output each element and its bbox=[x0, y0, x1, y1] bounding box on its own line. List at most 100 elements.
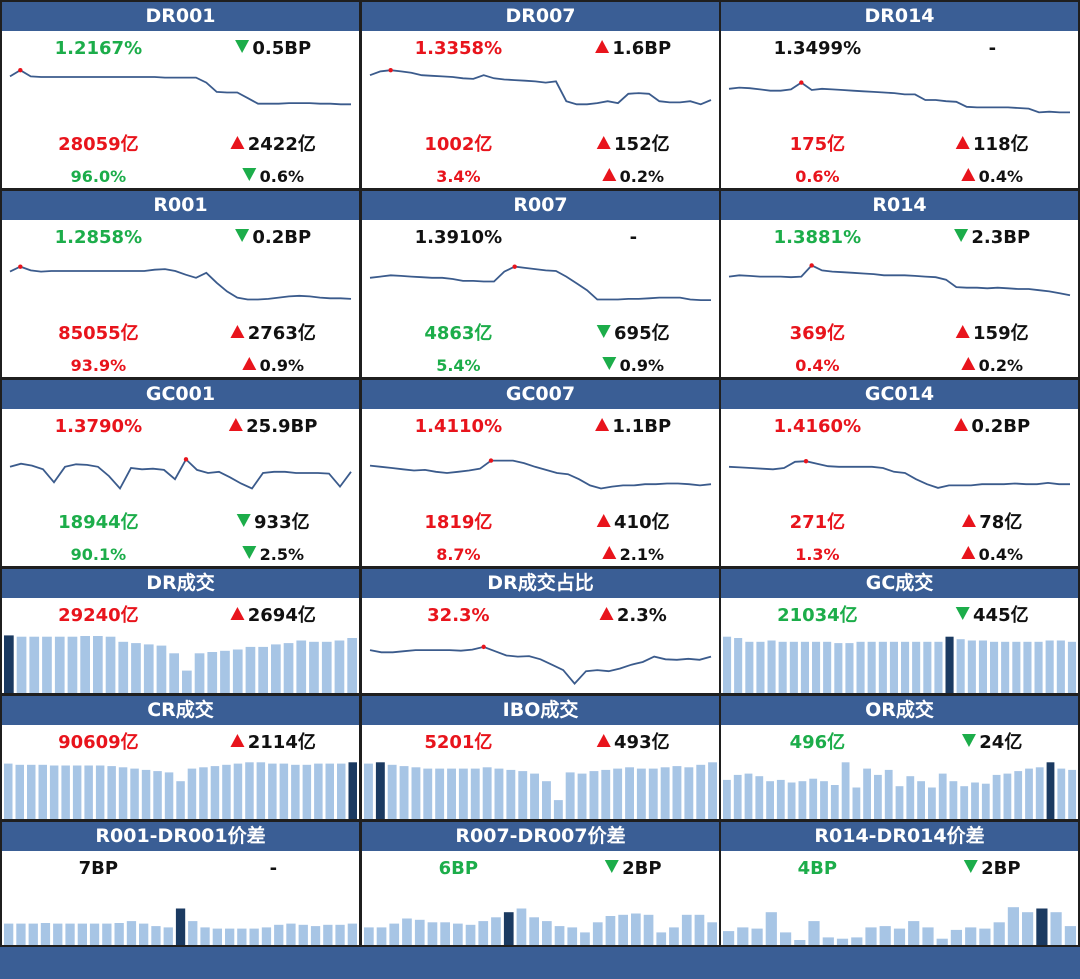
up-triangle-icon bbox=[602, 168, 617, 181]
panel-title: R001-DR001价差 bbox=[2, 822, 359, 851]
bar bbox=[660, 767, 670, 819]
bar bbox=[364, 763, 373, 819]
bar-chart bbox=[723, 636, 1076, 693]
bar bbox=[936, 938, 948, 945]
bar bbox=[458, 768, 468, 819]
bar bbox=[1003, 773, 1012, 819]
primary-value-text: 1.3499% bbox=[773, 38, 862, 59]
primary-value-text: 1.2167% bbox=[54, 38, 143, 59]
primary-value: 1.3790% bbox=[55, 417, 143, 437]
bar bbox=[794, 940, 806, 945]
primary-value-text: 29240亿 bbox=[58, 605, 139, 626]
volume-value-text: 1819亿 bbox=[424, 512, 493, 533]
share-change: 0.6% bbox=[242, 167, 304, 187]
down-triangle-icon bbox=[235, 229, 250, 242]
bar bbox=[949, 781, 958, 819]
bar bbox=[707, 922, 717, 945]
primary-change-text: 0.2BP bbox=[252, 227, 312, 248]
panel-r007: R007 1.3910% - 4863亿 695亿 5.4% 0.9% bbox=[362, 191, 719, 377]
share-value-text: 5.4% bbox=[436, 356, 481, 375]
bar bbox=[491, 917, 501, 945]
bar bbox=[176, 781, 185, 819]
bar bbox=[220, 650, 230, 693]
primary-value: 1.3499% bbox=[774, 39, 862, 59]
bar bbox=[323, 924, 333, 945]
peak-marker bbox=[488, 458, 494, 463]
up-triangle-icon bbox=[230, 136, 245, 149]
bar bbox=[153, 771, 162, 819]
bar bbox=[423, 768, 433, 819]
primary-change: 2BP bbox=[605, 859, 662, 879]
bar bbox=[118, 767, 128, 819]
share-value-text: 96.0% bbox=[70, 167, 127, 186]
bar bbox=[16, 636, 27, 693]
share-value: 3.4% bbox=[436, 167, 480, 187]
bar bbox=[542, 781, 551, 819]
volume-value: 4863亿 bbox=[424, 324, 492, 344]
panel-title: DR成交占比 bbox=[362, 569, 719, 598]
bar bbox=[917, 781, 925, 819]
bar-chart bbox=[723, 907, 1076, 945]
bar bbox=[298, 924, 308, 945]
bar bbox=[38, 764, 47, 819]
volume-change: 159亿 bbox=[956, 324, 1029, 344]
bar bbox=[567, 927, 578, 945]
bar bbox=[249, 928, 259, 945]
share-value-text: 8.7% bbox=[436, 545, 481, 564]
series-line bbox=[9, 457, 352, 491]
bar bbox=[1057, 768, 1066, 819]
primary-value-text: 1.3881% bbox=[773, 227, 862, 248]
volume-value-text: 85055亿 bbox=[58, 323, 139, 344]
up-triangle-icon bbox=[954, 418, 969, 431]
bar bbox=[745, 641, 754, 693]
bar bbox=[199, 767, 208, 819]
share-change: 2.1% bbox=[602, 545, 664, 565]
primary-change-text: 0.5BP bbox=[252, 38, 312, 59]
primary-value: 6BP bbox=[439, 859, 478, 879]
primary-change: 1.6BP bbox=[595, 39, 671, 59]
panel-title: GC001 bbox=[2, 380, 359, 409]
down-triangle-icon bbox=[242, 546, 257, 559]
peak-marker bbox=[183, 457, 189, 462]
panel-title: GC014 bbox=[721, 380, 1078, 409]
share-change: 2.5% bbox=[242, 545, 304, 565]
bar bbox=[889, 641, 898, 693]
bar bbox=[427, 922, 438, 945]
line-chart bbox=[369, 68, 712, 106]
bar-chart bbox=[4, 762, 357, 819]
bar-chart bbox=[364, 762, 717, 819]
bar bbox=[271, 644, 281, 693]
volume-change: 2422亿 bbox=[230, 135, 316, 155]
bar bbox=[1056, 640, 1065, 693]
bar bbox=[808, 921, 820, 945]
bar bbox=[118, 641, 129, 693]
bar bbox=[225, 928, 235, 945]
volume-change-text: 118亿 bbox=[973, 134, 1029, 155]
share-value: 0.6% bbox=[795, 167, 839, 187]
bar bbox=[723, 636, 732, 693]
primary-value: 1.3358% bbox=[415, 39, 503, 59]
volume-change: 78亿 bbox=[962, 513, 1022, 533]
bar bbox=[89, 923, 100, 945]
bar bbox=[210, 766, 220, 819]
primary-value-text: 21034亿 bbox=[777, 605, 858, 626]
bar bbox=[402, 918, 412, 945]
up-triangle-icon bbox=[230, 607, 245, 620]
bar bbox=[912, 641, 921, 693]
down-triangle-icon bbox=[962, 734, 977, 747]
bar bbox=[841, 762, 850, 819]
primary-value: 496亿 bbox=[790, 733, 846, 753]
share-change-text: 0.2% bbox=[978, 356, 1023, 375]
primary-value: 90609亿 bbox=[58, 733, 139, 753]
bar bbox=[296, 640, 307, 693]
bar bbox=[601, 769, 611, 819]
bar bbox=[580, 932, 590, 945]
primary-change: 445亿 bbox=[956, 606, 1029, 626]
bar bbox=[851, 937, 863, 945]
bar bbox=[141, 769, 151, 819]
bar bbox=[778, 641, 787, 693]
bar bbox=[1012, 641, 1021, 693]
up-triangle-icon bbox=[597, 514, 612, 527]
up-triangle-icon bbox=[229, 418, 244, 431]
share-change: 0.4% bbox=[961, 167, 1023, 187]
